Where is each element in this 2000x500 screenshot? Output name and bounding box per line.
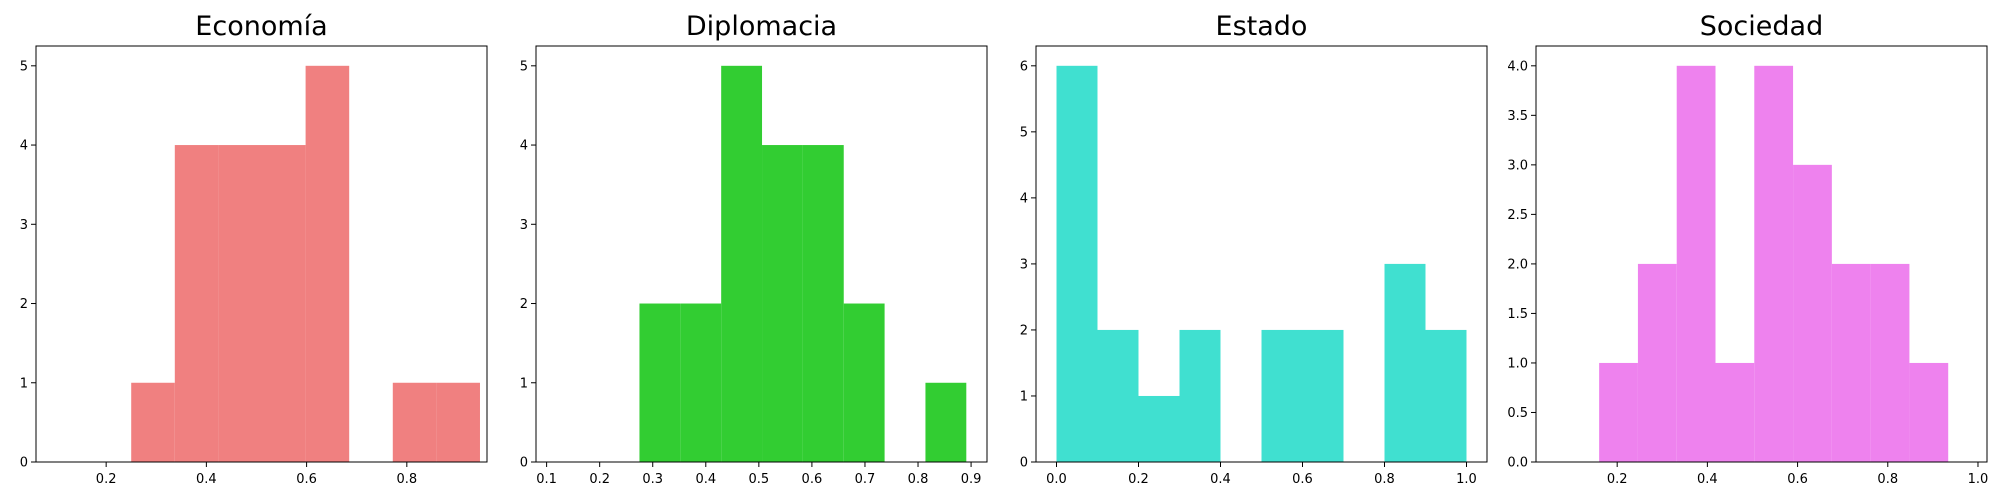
histogram-bar bbox=[1870, 263, 1910, 462]
plot-frame bbox=[1035, 45, 1488, 463]
x-tick-label: 0.8 bbox=[1877, 472, 1898, 487]
y-tick-label: 4.0 bbox=[1507, 59, 1528, 74]
histogram-bar bbox=[392, 382, 437, 462]
y-tick-label: 4 bbox=[20, 139, 28, 154]
y-tick-label: 2.0 bbox=[1507, 257, 1528, 272]
histogram-bar bbox=[1425, 329, 1467, 462]
x-tick-label: 0.5 bbox=[749, 472, 770, 487]
x-tick-label: 0.4 bbox=[1210, 472, 1231, 487]
chart-title: Economía bbox=[195, 11, 327, 42]
histogram-bar bbox=[262, 145, 306, 463]
y-tick-label: 5 bbox=[1020, 125, 1028, 140]
plot-frame bbox=[1535, 45, 1988, 463]
histogram-bar bbox=[843, 303, 885, 462]
x-tick-label: 0.2 bbox=[96, 472, 117, 487]
histogram-bar bbox=[925, 382, 967, 462]
histogram-bar bbox=[436, 382, 480, 462]
y-tick-label: 0 bbox=[520, 456, 528, 471]
histogram-bar bbox=[1637, 263, 1677, 462]
x-tick-label: 0.6 bbox=[802, 472, 823, 487]
x-tick-label: 0.0 bbox=[1046, 472, 1067, 487]
histogram-bar bbox=[1261, 329, 1303, 462]
histogram-bar bbox=[218, 145, 263, 463]
plot-frame bbox=[535, 45, 988, 463]
x-tick-label: 0.3 bbox=[642, 472, 663, 487]
x-tick-label: 0.7 bbox=[855, 472, 876, 487]
y-tick-label: 3.0 bbox=[1507, 158, 1528, 173]
y-tick-label: 1 bbox=[1020, 389, 1028, 404]
y-tick-label: 1.5 bbox=[1507, 307, 1528, 322]
histogram-bar bbox=[680, 303, 722, 462]
x-tick-label: 0.2 bbox=[1607, 472, 1628, 487]
histogram-bar bbox=[1056, 65, 1098, 463]
x-tick-label: 0.8 bbox=[1374, 472, 1395, 487]
x-tick-label: 0.8 bbox=[396, 472, 417, 487]
x-tick-label: 0.2 bbox=[1128, 472, 1149, 487]
y-tick-label: 3 bbox=[520, 218, 528, 233]
histogram-bar bbox=[1138, 395, 1180, 462]
histogram-bar bbox=[762, 145, 803, 463]
histogram-bar bbox=[1599, 362, 1638, 462]
chart-panel-3: 0.0 0.2 0.4 0.6 0.8 1.0 0 1 2 3 4 5 6 Estado bbox=[1020, 11, 1488, 487]
histogram-bar bbox=[639, 303, 681, 462]
histogram-bar bbox=[1793, 164, 1832, 462]
y-tick-label: 3 bbox=[1020, 257, 1028, 272]
histogram-bar bbox=[174, 145, 219, 463]
histogram-bar bbox=[1715, 362, 1755, 462]
chart-panel-1: 0.2 0.4 0.6 0.8 0 1 2 3 4 5 Economía bbox=[20, 11, 488, 487]
y-tick-label: 0.0 bbox=[1507, 456, 1528, 471]
histogram-bar bbox=[1831, 263, 1871, 462]
chart-title: Estado bbox=[1216, 11, 1308, 42]
y-tick-label: 5 bbox=[520, 59, 528, 74]
histogram-bar bbox=[721, 65, 763, 463]
y-tick-label: 1.0 bbox=[1507, 356, 1528, 371]
y-tick-label: 5 bbox=[20, 59, 28, 74]
histogram-bar bbox=[305, 65, 350, 463]
y-tick-label: 4 bbox=[1020, 191, 1028, 206]
x-tick-label: 0.6 bbox=[296, 472, 317, 487]
x-tick-label: 0.8 bbox=[908, 472, 929, 487]
histogram-bar bbox=[1302, 329, 1344, 462]
x-tick-label: 1.0 bbox=[1968, 472, 1989, 487]
histogram-bar bbox=[131, 382, 175, 462]
y-tick-label: 2 bbox=[1020, 323, 1028, 338]
x-tick-label: 0.6 bbox=[1292, 472, 1313, 487]
x-tick-label: 0.9 bbox=[961, 472, 982, 487]
y-tick-label: 2 bbox=[520, 297, 528, 312]
histogram-bar bbox=[1384, 263, 1426, 462]
y-tick-label: 3 bbox=[20, 218, 28, 233]
chart-panel-4: 0.2 0.4 0.6 0.8 1.0 0.0 0.5 1.0 1.5 2.0 2.5 3.0 3.5 4… bbox=[1507, 11, 1988, 487]
histogram-bar bbox=[802, 145, 844, 463]
y-tick-label: 1 bbox=[520, 376, 528, 391]
y-tick-label: 2.5 bbox=[1507, 208, 1528, 223]
histogram-bar bbox=[1676, 65, 1716, 463]
x-tick-label: 0.4 bbox=[695, 472, 716, 487]
x-tick-label: 0.6 bbox=[1787, 472, 1808, 487]
chart-panel-2: 0.1 0.2 0.3 0.4 0.5 0.6 0.7 0.8 0.9 0 1 2 3 4 5 Diploma… bbox=[520, 11, 988, 487]
chart-title: Diplomacia bbox=[686, 11, 837, 42]
x-tick-label: 0.1 bbox=[536, 472, 557, 487]
histogram-bar bbox=[1179, 329, 1221, 462]
x-tick-label: 0.4 bbox=[196, 472, 217, 487]
y-tick-label: 3.5 bbox=[1507, 109, 1528, 124]
y-tick-label: 0 bbox=[1020, 456, 1028, 471]
x-tick-label: 1.0 bbox=[1456, 472, 1477, 487]
histogram-bar bbox=[1754, 65, 1794, 463]
y-tick-label: 1 bbox=[20, 376, 28, 391]
y-tick-label: 6 bbox=[1020, 59, 1028, 74]
x-tick-label: 0.4 bbox=[1697, 472, 1718, 487]
x-tick-label: 0.2 bbox=[589, 472, 610, 487]
histogram-bar bbox=[1097, 329, 1139, 462]
plot-frame bbox=[35, 45, 488, 463]
y-tick-label: 4 bbox=[520, 139, 528, 154]
chart-title: Sociedad bbox=[1700, 11, 1823, 42]
y-tick-label: 0.5 bbox=[1507, 406, 1528, 421]
y-tick-label: 2 bbox=[20, 297, 28, 312]
y-tick-label: 0 bbox=[20, 456, 28, 471]
histogram-bar bbox=[1909, 362, 1949, 462]
